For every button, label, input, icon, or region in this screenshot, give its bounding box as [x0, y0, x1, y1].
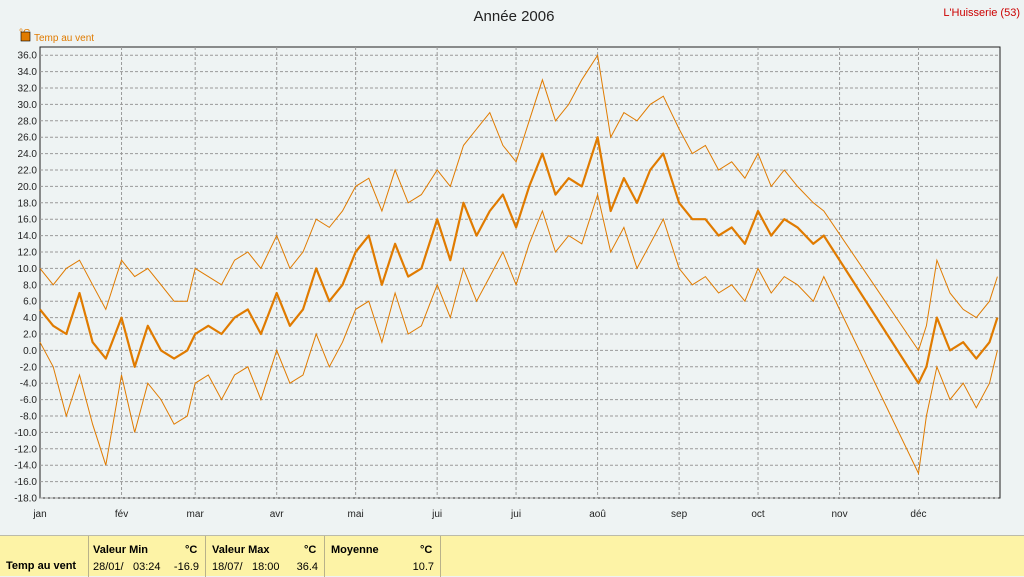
y-tick-label: 20.0 [18, 182, 38, 193]
y-tick-label: -12.0 [14, 444, 37, 455]
x-tick-label: oct [751, 509, 765, 520]
y-tick-label: 30.0 [18, 100, 38, 111]
series-max-line [39, 53, 998, 352]
y-tick-label: -6.0 [20, 395, 38, 406]
series-group [39, 53, 999, 476]
y-tick-label: -8.0 [20, 412, 38, 423]
grid [40, 47, 1000, 499]
location-label: L'Huisserie (53) [943, 7, 1020, 19]
x-tick-label: jui [431, 509, 442, 520]
y-tick-label: 36.0 [18, 51, 38, 62]
x-tick-label: fév [115, 509, 128, 520]
stats-mean-header: Moyenne [331, 544, 379, 556]
x-tick-label: déc [910, 509, 926, 520]
stats-max-unit: °C [304, 544, 317, 556]
y-tick-label: 2.0 [23, 330, 37, 341]
x-tick-label: mai [348, 509, 364, 520]
stats-min-header: Valeur Min [93, 544, 149, 556]
legend-label: Temp au vent [34, 33, 94, 44]
y-tick-label: 4.0 [23, 313, 37, 324]
x-tick-label: avr [270, 509, 285, 520]
stats-mean-value: 10.7 [412, 561, 434, 573]
stats-row-label-cell: Temp au vent [0, 536, 89, 577]
series-min-line [39, 192, 998, 476]
stats-max-value: 36.4 [296, 561, 318, 573]
y-tick-label: -14.0 [14, 461, 37, 472]
x-axis-ticks: jan fév mar avr mai jui jui aoû sep oct nov déc [32, 509, 926, 520]
y-tick-label: 6.0 [23, 297, 37, 308]
stats-max-time: 18:00 [252, 561, 280, 573]
stats-mean-unit: °C [420, 544, 433, 556]
y-tick-label: -16.0 [14, 477, 37, 488]
stats-row-label: Temp au vent [6, 560, 77, 572]
y-tick-label: 0.0 [23, 346, 37, 357]
y-tick-label: -4.0 [20, 379, 38, 390]
x-tick-label: sep [671, 509, 688, 520]
stats-min-date: 28/01/ [93, 561, 124, 573]
stats-panel: Temp au vent Valeur Min °C 28/01/ 03:24 … [0, 535, 1024, 577]
stats-empty-cell [441, 536, 1024, 577]
stats-min-cell: Valeur Min °C 28/01/ 03:24 -16.9 [89, 536, 206, 577]
x-tick-label: jan [32, 509, 46, 520]
stats-mean-cell: Moyenne °C 10.7 [325, 536, 441, 577]
y-tick-label: -10.0 [14, 428, 37, 439]
stats-min-unit: °C [185, 544, 198, 556]
y-tick-label: 14.0 [18, 231, 38, 242]
y-tick-label: 16.0 [18, 215, 38, 226]
y-tick-label: 32.0 [18, 84, 38, 95]
y-tick-label: 34.0 [18, 67, 38, 78]
y-tick-label: 18.0 [18, 198, 38, 209]
y-tick-label: 28.0 [18, 116, 38, 127]
stats-max-cell: Valeur Max °C 18/07/ 18:00 36.4 [206, 536, 325, 577]
y-axis-ticks: 36.0 34.0 32.0 30.0 28.0 26.0 24.0 22.0 20.0 18.0… [14, 51, 37, 505]
stats-min-time: 03:24 [133, 561, 161, 573]
series-mean-line [39, 136, 999, 385]
y-tick-label: 10.0 [18, 264, 38, 275]
y-tick-label: 22.0 [18, 166, 38, 177]
temperature-chart: Année 2006 L'Huisserie (53) °C Temp au v… [14, 7, 1020, 520]
y-tick-label: 12.0 [18, 248, 38, 259]
x-tick-label: jui [510, 509, 521, 520]
y-tick-label: 24.0 [18, 149, 38, 160]
x-tick-label: nov [831, 509, 847, 520]
y-tick-label: 8.0 [23, 280, 37, 291]
y-tick-label: -2.0 [20, 362, 38, 373]
chart-title: Année 2006 [474, 8, 555, 25]
legend-swatch [20, 31, 31, 42]
stats-min-value: -16.9 [173, 561, 199, 573]
y-tick-label: -18.0 [14, 494, 37, 505]
x-tick-label: mar [187, 509, 205, 520]
y-tick-label: 26.0 [18, 133, 38, 144]
x-tick-label: aoû [589, 509, 606, 520]
stats-max-date: 18/07/ [212, 561, 243, 573]
stats-max-header: Valeur Max [212, 544, 270, 556]
